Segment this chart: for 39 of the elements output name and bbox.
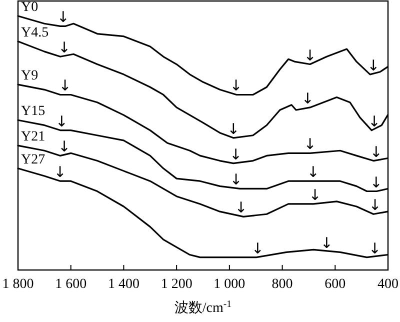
series-label: Y4.5	[21, 25, 49, 40]
annotation: ↓	[230, 170, 242, 189]
x-tick-label: 800	[272, 277, 293, 292]
annotation: ↓	[368, 196, 382, 214]
annotation: ↓	[251, 239, 264, 258]
annotation: ↓	[306, 163, 320, 182]
annotation: ↓	[54, 163, 66, 182]
annotation: ↓	[229, 145, 242, 164]
annotation: ↓	[230, 76, 242, 95]
x-tick-label: 1 000	[214, 277, 246, 292]
series-label: Y27	[21, 152, 46, 168]
annotation: ↓	[227, 120, 240, 138]
annotation: ↓	[58, 138, 71, 156]
annotation: ↓	[304, 46, 316, 64]
series-label: Y0	[21, 0, 38, 15]
annotation: ↓	[58, 76, 72, 95]
x-axis-title: 波数/cm$^{-1}$	[174, 298, 232, 316]
annotation: ↓	[55, 112, 68, 130]
x-tick-label: 600	[324, 277, 346, 292]
series-label: Y9	[21, 68, 38, 84]
x-tick-label: 1 400	[108, 277, 140, 292]
annotation: ↓	[367, 56, 380, 74]
annotation: ↓	[234, 198, 248, 217]
annotation: ↓	[370, 142, 382, 161]
annotation: ↓	[301, 89, 314, 108]
x-tick-label: 1 800	[2, 277, 34, 292]
annotation: ↓	[56, 8, 70, 26]
annotation: ↓	[304, 135, 316, 154]
series-label: Y15	[21, 104, 46, 120]
annotation: ↓	[370, 173, 382, 192]
x-tick-label: 400	[378, 277, 398, 292]
annotation: ↓	[368, 112, 381, 130]
series-label: Y21	[21, 130, 46, 145]
annotation: ↓	[320, 234, 333, 252]
annotation: ↓	[368, 239, 382, 258]
annotation: ↓	[308, 186, 322, 204]
x-tick-label: 1 200	[160, 277, 192, 292]
annotation: ↓	[58, 38, 71, 57]
x-tick-label: 1 600	[55, 277, 87, 292]
